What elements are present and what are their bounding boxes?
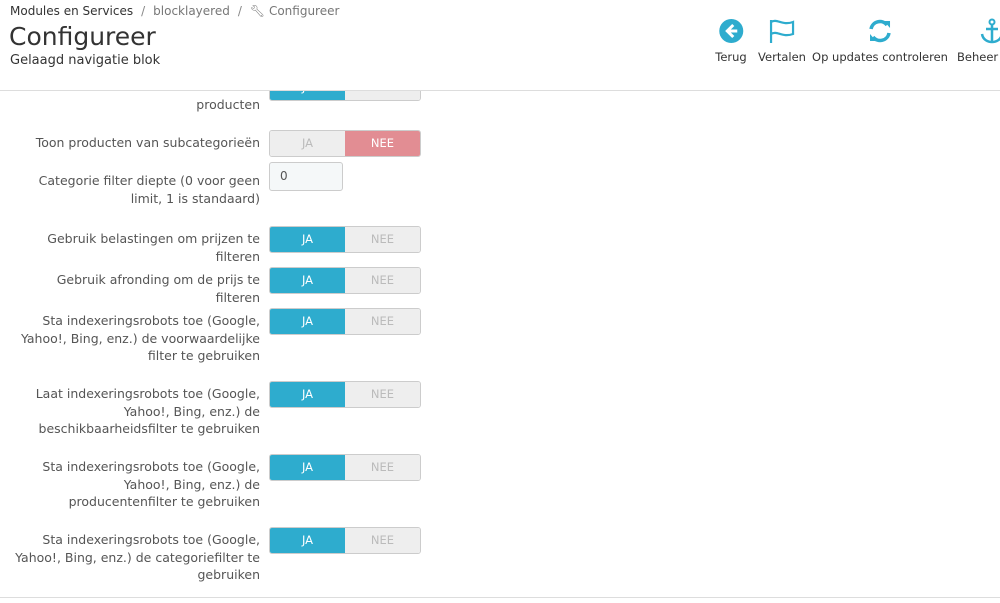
breadcrumb-item[interactable]: blocklayered — [153, 4, 230, 18]
divider — [0, 597, 1000, 598]
breadcrumb: Modules en Services / blocklayered / 🔧︎ Conf… — [10, 4, 340, 18]
switch-option-yes[interactable]: JA — [270, 227, 345, 252]
header: Modules en Services / blocklayered / 🔧︎ Conf… — [0, 0, 1000, 91]
page-subtitle: Gelaagd navigatie blok — [10, 53, 161, 68]
switch-option-yes[interactable]: JA — [270, 268, 345, 293]
field-label: Gebruik afronding om de prijs te filtere… — [56, 272, 260, 305]
toolbar-label: Vertalen — [758, 50, 806, 64]
switch-option-no[interactable]: NEE — [345, 382, 420, 407]
toolbar-button[interactable]: Op updates controleren — [812, 18, 948, 64]
switch-option-no[interactable]: NEE — [345, 309, 420, 334]
switch-option-no[interactable]: NEE — [345, 528, 420, 553]
field-label: Gebruik belastingen om prijzen te filter… — [47, 231, 260, 264]
switch-option-yes[interactable]: JA — [270, 382, 345, 407]
text-input[interactable]: 0 — [269, 162, 343, 191]
breadcrumb-text: Configureer — [268, 4, 340, 18]
breadcrumb-current: 🔧︎ Configureer — [249, 4, 340, 18]
switch-option-yes[interactable]: JA — [270, 528, 345, 553]
field-label: Sta indexeringsrobots toe (Google, Yahoo… — [15, 532, 260, 582]
toolbar-label: Op updates controleren — [812, 50, 948, 64]
field-label: Toon producten van subcategorieën — [35, 135, 260, 150]
toolbar-button[interactable]: Beheer hooks — [957, 18, 1000, 64]
switch-option-yes[interactable]: JA — [270, 309, 345, 334]
toolbar-label: Beheer hooks — [957, 50, 1000, 64]
field-label: Categorie filter diepte (0 voor geen lim… — [38, 173, 260, 206]
switch-option-no[interactable]: NEE — [345, 455, 420, 480]
field-label: Sta indexeringsrobots toe (Google, Yahoo… — [42, 459, 260, 509]
toolbar-button[interactable]: Vertalen — [758, 18, 806, 64]
switch-option-yes[interactable]: JA — [270, 455, 345, 480]
switch-option-no[interactable]: NEE — [345, 268, 420, 293]
toolbar-label: Terug — [715, 50, 747, 64]
page-title: Configureer — [9, 22, 156, 51]
switch-option-no[interactable]: NEE — [345, 131, 420, 156]
switch-option-no[interactable]: NEE — [345, 227, 420, 252]
toolbar-button[interactable]: Terug — [715, 18, 747, 64]
field-label: Laat indexeringsrobots toe (Google, Yaho… — [35, 386, 260, 436]
breadcrumb-item[interactable]: Modules en Services — [10, 4, 134, 18]
field-label: Sta indexeringsrobots toe (Google, Yahoo… — [20, 313, 260, 363]
switch-option-yes[interactable]: JA — [270, 131, 345, 156]
